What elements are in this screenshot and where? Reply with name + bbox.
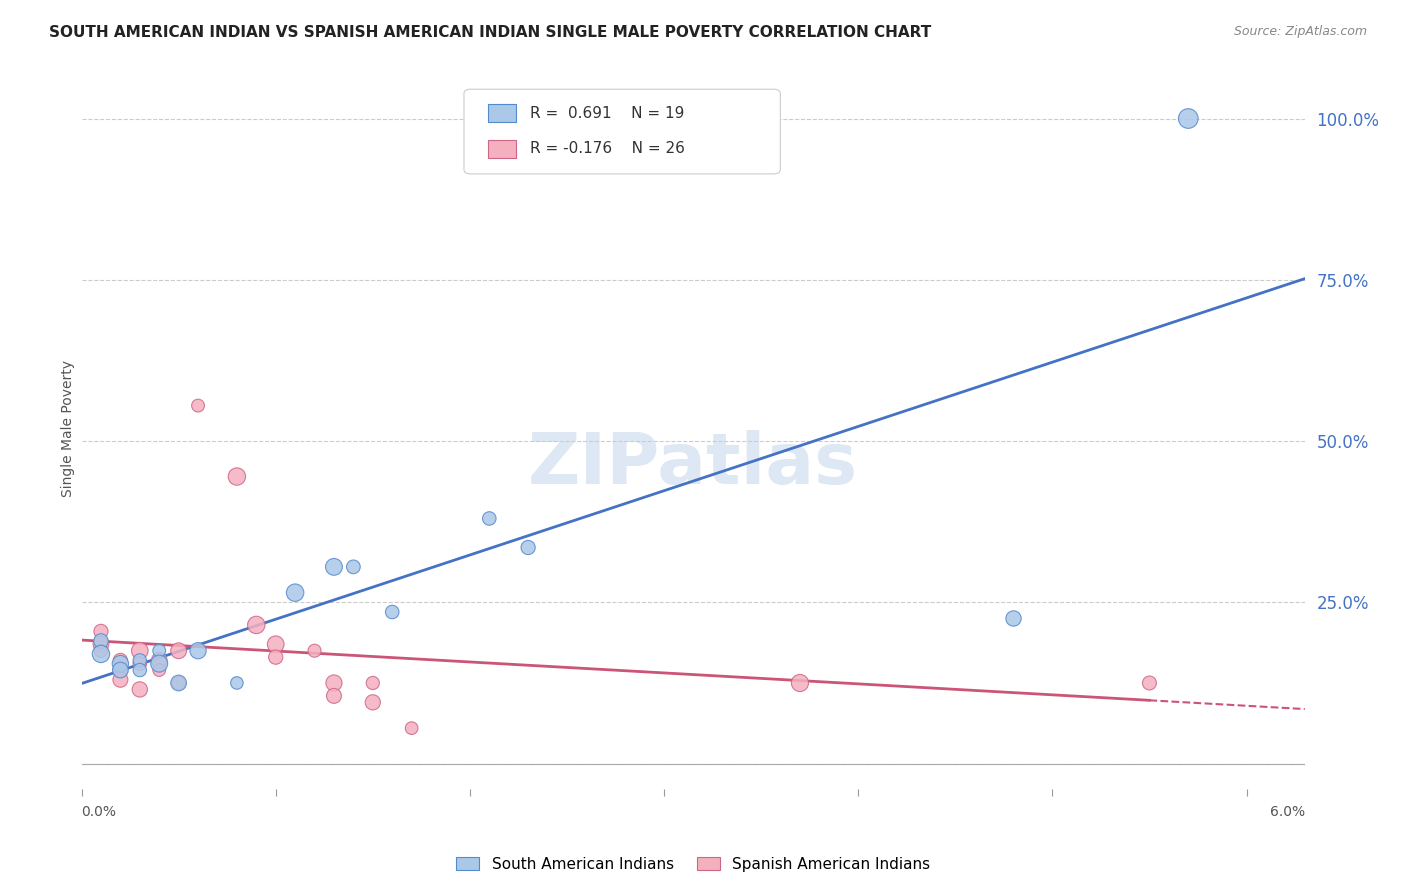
Point: [323, 559, 346, 574]
Point: [478, 511, 501, 525]
Point: [90, 624, 112, 639]
Point: [110, 663, 132, 677]
Point: [90, 634, 112, 648]
Text: 0.0%: 0.0%: [82, 805, 117, 819]
Point: [128, 644, 150, 658]
Point: [90, 647, 112, 661]
Point: [323, 689, 346, 703]
Text: 6.0%: 6.0%: [1270, 805, 1305, 819]
Point: [517, 541, 540, 555]
Point: [789, 676, 811, 690]
Point: [148, 653, 170, 667]
Point: [304, 644, 326, 658]
Point: [128, 653, 150, 667]
Point: [167, 676, 190, 690]
Text: SOUTH AMERICAN INDIAN VS SPANISH AMERICAN INDIAN SINGLE MALE POVERTY CORRELATION: SOUTH AMERICAN INDIAN VS SPANISH AMERICA…: [49, 25, 931, 40]
Point: [110, 657, 132, 671]
Point: [401, 721, 423, 735]
Point: [264, 637, 287, 651]
Y-axis label: Single Male Poverty: Single Male Poverty: [60, 359, 75, 497]
Point: [1139, 676, 1161, 690]
Point: [148, 657, 170, 671]
Point: [167, 676, 190, 690]
Point: [225, 676, 247, 690]
Text: R =  0.691    N = 19: R = 0.691 N = 19: [530, 106, 685, 120]
Legend: South American Indians, Spanish American Indians: South American Indians, Spanish American…: [457, 857, 929, 872]
Point: [323, 676, 346, 690]
Point: [264, 650, 287, 665]
Point: [128, 663, 150, 677]
Point: [381, 605, 404, 619]
Point: [128, 682, 150, 697]
Text: R = -0.176    N = 26: R = -0.176 N = 26: [530, 142, 685, 156]
Point: [110, 673, 132, 687]
Point: [225, 469, 247, 483]
Point: [361, 695, 384, 709]
Point: [148, 644, 170, 658]
Point: [187, 644, 209, 658]
Point: [245, 618, 267, 632]
Text: ZIPatlas: ZIPatlas: [529, 430, 858, 499]
Point: [148, 663, 170, 677]
Text: Source: ZipAtlas.com: Source: ZipAtlas.com: [1233, 25, 1367, 38]
Point: [90, 644, 112, 658]
Point: [284, 585, 307, 599]
Point: [342, 559, 364, 574]
Point: [128, 657, 150, 671]
Point: [110, 653, 132, 667]
Point: [1177, 112, 1199, 126]
Point: [187, 399, 209, 413]
Point: [110, 663, 132, 677]
Point: [167, 644, 190, 658]
Point: [90, 637, 112, 651]
Point: [1002, 611, 1025, 625]
Point: [361, 676, 384, 690]
